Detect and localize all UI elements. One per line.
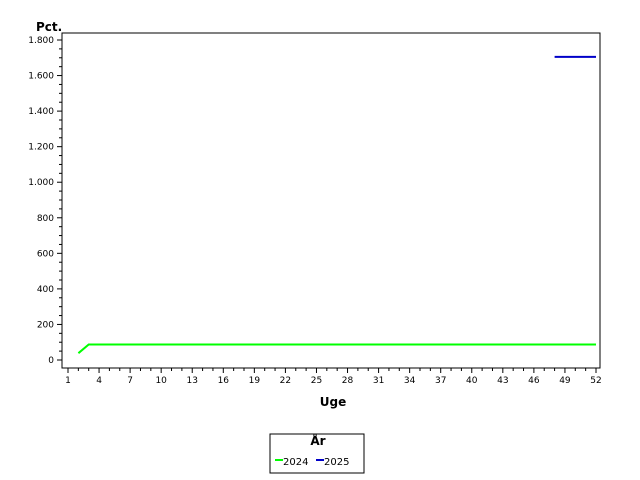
x-tick-label: 10 xyxy=(155,376,167,386)
x-tick-label: 28 xyxy=(342,376,354,386)
y-tick-label: 1.400 xyxy=(28,107,54,117)
x-tick-label: 16 xyxy=(218,376,230,386)
x-tick-label: 52 xyxy=(590,376,601,386)
x-axis: 1 4 7 10 13 16 19 22 25 28 31 34 37 40 43 46 49 52 xyxy=(65,368,602,386)
x-tick-label: 22 xyxy=(280,376,291,386)
y-axis: 0 200 400 600 800 1.000 1.200 1.400 1.600 1.800 xyxy=(28,36,62,366)
y-tick-label: 800 xyxy=(37,214,54,224)
legend-box xyxy=(269,433,365,474)
y-tick-label: 0 xyxy=(48,356,54,366)
x-tick-label: 49 xyxy=(559,376,571,386)
y-tick-label: 600 xyxy=(37,249,54,259)
x-tick-label: 40 xyxy=(466,376,478,386)
x-tick-label: 19 xyxy=(249,376,261,386)
legend: År 2024 2025 xyxy=(269,433,365,474)
plot-area xyxy=(61,32,601,369)
y-tick-label: 1.800 xyxy=(28,36,54,46)
series-layer xyxy=(77,55,596,354)
y-tick-label: 1.200 xyxy=(28,143,54,153)
legend-label-2025: 2025 xyxy=(324,457,349,468)
y-axis-title: Pct. xyxy=(36,20,62,34)
y-tick-label: 1.600 xyxy=(28,72,54,82)
y-tick-label: 400 xyxy=(37,285,54,295)
x-tick-label: 7 xyxy=(127,376,133,386)
x-tick-label: 31 xyxy=(373,376,384,386)
x-tick-label: 13 xyxy=(187,376,198,386)
x-tick-label: 34 xyxy=(404,376,416,386)
series-line-2024 xyxy=(77,343,596,354)
legend-label-2024: 2024 xyxy=(283,457,308,468)
y-tick-label: 1.000 xyxy=(28,178,54,188)
x-tick-label: 4 xyxy=(96,376,102,386)
x-axis-title: Uge xyxy=(320,395,346,409)
x-tick-label: 25 xyxy=(311,376,322,386)
x-tick-label: 43 xyxy=(497,376,508,386)
x-tick-label: 1 xyxy=(65,376,71,386)
legend-title: År xyxy=(310,433,325,448)
y-tick-label: 200 xyxy=(37,320,54,330)
x-tick-label: 37 xyxy=(435,376,446,386)
x-tick-label: 46 xyxy=(528,376,540,386)
